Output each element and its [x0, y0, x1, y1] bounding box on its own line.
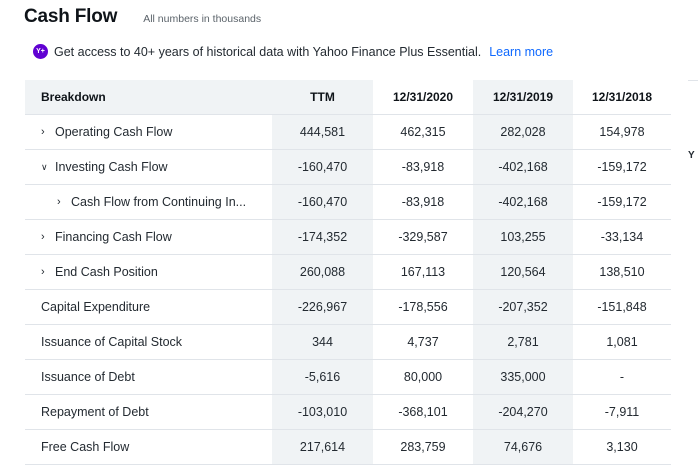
column-header-2020: 12/31/2020 — [373, 80, 473, 114]
table-cell: 282,028 — [500, 125, 546, 139]
table-cell: 344 — [312, 335, 333, 349]
page-title: Cash Flow — [24, 6, 118, 27]
chevron-right-icon: › — [41, 126, 45, 138]
table-cell: -178,556 — [398, 300, 448, 314]
table-cell: -204,270 — [498, 405, 548, 419]
table-cell: -33,134 — [600, 230, 644, 244]
table-cell: -226,967 — [297, 300, 348, 314]
table-cell: -174,352 — [297, 230, 348, 244]
table-row: ∨ Investing Cash Flow -160,470 -83,918 -… — [25, 150, 671, 185]
row-toggle-end-cash-position[interactable]: › End Cash Position — [25, 255, 288, 289]
chevron-right-icon: › — [57, 196, 61, 208]
table-row: Free Cash Flow 217,614 283,759 74,676 3,… — [25, 430, 671, 465]
table-cell: -160,470 — [297, 195, 348, 209]
row-toggle-financing-cash-flow[interactable]: › Financing Cash Flow — [25, 220, 288, 254]
table-cell: 154,978 — [599, 125, 645, 139]
table-cell: -5,616 — [304, 370, 341, 384]
table-cell: 283,759 — [400, 440, 446, 454]
row-label: Issuance of Debt — [41, 370, 135, 384]
table-cell: -329,587 — [398, 230, 448, 244]
table-cell: 120,564 — [500, 265, 546, 279]
table-cell: -103,010 — [297, 405, 348, 419]
row-label: Capital Expenditure — [41, 300, 151, 314]
table-cell: -207,352 — [498, 300, 548, 314]
row-label: Cash Flow from Continuing In... — [71, 195, 247, 209]
table-row: › End Cash Position 260,088 167,113 120,… — [25, 255, 671, 290]
table-row: › Financing Cash Flow -174,352 -329,587 … — [25, 220, 671, 255]
table-header-row: Breakdown TTM 12/31/2020 12/31/2019 12/3… — [25, 80, 671, 115]
row-label: Financing Cash Flow — [55, 230, 172, 244]
units-note: All numbers in thousands — [143, 13, 262, 25]
financials-table: Breakdown TTM 12/31/2020 12/31/2019 12/3… — [25, 80, 671, 465]
row-toggle-cash-flow-continuing[interactable]: › Cash Flow from Continuing In... — [25, 185, 304, 219]
table-cell: -402,168 — [498, 195, 548, 209]
column-header-ttm: TTM — [272, 80, 373, 114]
table-row: › Cash Flow from Continuing In... -160,4… — [25, 185, 671, 220]
table-cell: -402,168 — [498, 160, 548, 174]
table-cell: -7,911 — [604, 405, 640, 419]
table-row: Issuance of Debt -5,616 80,000 335,000 - — [25, 360, 671, 395]
table-cell: -151,848 — [597, 300, 647, 314]
table-cell: -83,918 — [401, 195, 445, 209]
table-cell: - — [619, 370, 625, 384]
row-label: Free Cash Flow — [41, 440, 130, 454]
table-cell: -159,172 — [597, 160, 647, 174]
row-label: Investing Cash Flow — [55, 160, 168, 174]
table-cell: 260,088 — [299, 265, 346, 279]
chevron-right-icon: › — [41, 266, 45, 278]
table-cell: 74,676 — [503, 440, 543, 454]
row-label: End Cash Position — [55, 265, 158, 279]
table-cell: 167,113 — [400, 265, 446, 279]
table-cell: 4,737 — [407, 335, 439, 349]
table-row: Issuance of Capital Stock 344 4,737 2,78… — [25, 325, 671, 360]
table-cell: 80,000 — [403, 370, 443, 384]
table-cell: -83,918 — [401, 160, 445, 174]
promo-banner: Y+ Get access to 40+ years of historical… — [33, 44, 553, 59]
chevron-down-icon: ∨ — [41, 161, 48, 172]
row-label: Operating Cash Flow — [55, 125, 173, 139]
table-cell: -159,172 — [597, 195, 647, 209]
table-cell: 2,781 — [507, 335, 539, 349]
table-cell: 1,081 — [606, 335, 638, 349]
table-cell: 3,130 — [606, 440, 638, 454]
table-row: › Operating Cash Flow 444,581 462,315 28… — [25, 115, 671, 150]
chevron-right-icon: › — [41, 231, 45, 243]
edge-divider — [688, 80, 698, 81]
table-cell: 103,255 — [500, 230, 546, 244]
clipped-edge-text: Y — [688, 150, 695, 161]
column-header-breakdown: Breakdown — [25, 80, 288, 114]
table-cell: -160,470 — [297, 160, 348, 174]
learn-more-link[interactable]: Learn more — [489, 44, 554, 59]
table-cell: 462,315 — [400, 125, 446, 139]
row-label: Issuance of Capital Stock — [41, 335, 183, 349]
column-header-2019: 12/31/2019 — [473, 80, 573, 114]
table-cell: 138,510 — [599, 265, 645, 279]
table-cell: 335,000 — [500, 370, 546, 384]
row-label: Repayment of Debt — [41, 405, 149, 419]
table-row: Capital Expenditure -226,967 -178,556 -2… — [25, 290, 671, 325]
promo-text: Get access to 40+ years of historical da… — [54, 44, 482, 59]
table-cell: 444,581 — [299, 125, 346, 139]
row-toggle-operating-cash-flow[interactable]: › Operating Cash Flow — [25, 115, 288, 149]
table-cell: 217,614 — [299, 440, 346, 454]
yahoo-plus-icon: Y+ — [33, 44, 48, 59]
column-header-2018: 12/31/2018 — [573, 80, 671, 114]
page-header: Cash Flow All numbers in thousands — [24, 6, 261, 34]
row-toggle-investing-cash-flow[interactable]: ∨ Investing Cash Flow — [25, 150, 288, 184]
table-row: Repayment of Debt -103,010 -368,101 -204… — [25, 395, 671, 430]
table-cell: -368,101 — [398, 405, 448, 419]
